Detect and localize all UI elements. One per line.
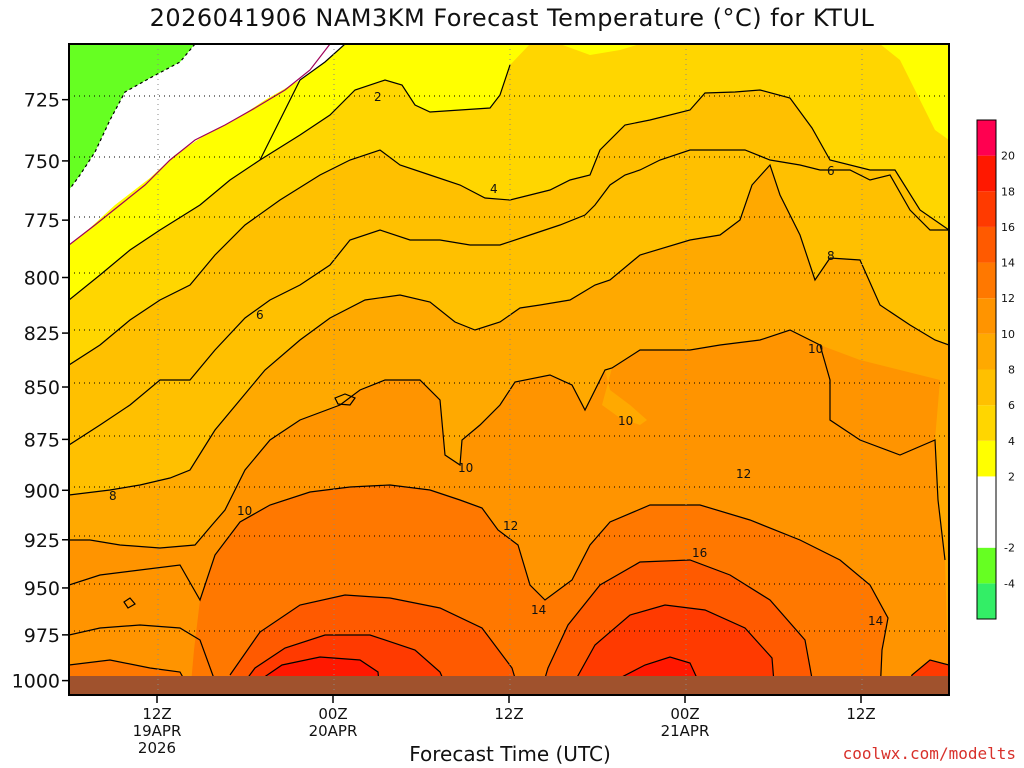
credit-link[interactable]: coolwx.com/modelts	[842, 744, 1016, 763]
colorbar-tick-6: 6	[1008, 399, 1015, 412]
contour-label-10d: 10	[808, 342, 823, 356]
contour-line-10	[69, 329, 946, 561]
contour-line-6	[69, 149, 949, 446]
contour-line-4	[69, 89, 949, 366]
band-below-2	[69, 44, 345, 245]
contour-line-16	[234, 604, 776, 695]
gridlines	[69, 44, 949, 695]
contour-label-14b: 14	[868, 614, 883, 628]
colorbar-swatch-5	[977, 369, 996, 406]
y-axis: 725 750 775 800 825 850 875 900 925 950 975 1000	[12, 90, 69, 693]
colorbar-swatch-6	[977, 333, 996, 370]
colorbar-tick-12: 12	[1001, 292, 1015, 305]
contour-label-12b: 12	[736, 467, 751, 481]
contour-label-10a: 10	[237, 504, 252, 518]
colorbar-tick-14: 14	[1001, 257, 1015, 270]
contour-line-8	[69, 163, 949, 496]
contour-labels: 2 4 6 6 8 8 10 10 10 10 12 12 14 14 16	[109, 90, 883, 628]
contour-label-2: 2	[374, 90, 382, 104]
ground-surface	[69, 676, 949, 695]
colorbar-tick-18: 18	[1001, 185, 1015, 198]
colorbar-swatch-9	[977, 226, 996, 263]
contour-lines	[69, 44, 949, 695]
contour-line-12	[69, 484, 889, 695]
contour-label-16: 16	[692, 546, 707, 560]
y-tick-label-825: 825	[24, 323, 60, 345]
colorbar-tick--2: -2	[1004, 542, 1015, 555]
y-tick-label-875: 875	[24, 429, 60, 451]
colorbar-swatch-12	[977, 120, 996, 156]
contour-line-2	[69, 44, 511, 301]
y-tick-label-750: 750	[24, 151, 60, 173]
band-below-4	[69, 44, 949, 300]
colorbar-tick-10: 10	[1001, 328, 1015, 341]
x-tick-label-2-0: 12Z	[494, 705, 523, 723]
colorbar-tick-20: 20	[1001, 150, 1015, 163]
colorbar-swatch-2	[977, 476, 996, 548]
y-tick-label-900: 900	[24, 480, 60, 502]
contour-label-6a: 6	[256, 308, 264, 322]
x-tick-label-3-1: 21APR	[661, 722, 710, 740]
y-tick-label-975: 975	[24, 625, 60, 647]
contour-label-12a: 12	[503, 519, 518, 533]
x-axis-label: Forecast Time (UTC)	[409, 742, 611, 766]
contour-line-small-closed	[123, 597, 136, 609]
y-tick-label-1000: 1000	[12, 671, 60, 693]
contour-label-8a: 8	[109, 489, 117, 503]
colorbar-tick-2: 2	[1008, 470, 1015, 483]
x-tick-label-4-0: 12Z	[846, 705, 875, 723]
colorbar-tick-4: 4	[1008, 435, 1015, 448]
y-tick-label-800: 800	[24, 267, 60, 289]
y-tick-label-925: 925	[24, 530, 60, 552]
y-tick-label-850: 850	[24, 377, 60, 399]
contour-label-6b: 6	[827, 164, 835, 178]
contour-label-4: 4	[490, 182, 498, 196]
colorbar-swatch-3	[977, 440, 996, 477]
colorbar-swatch-4	[977, 405, 996, 441]
colorbar-swatch-7	[977, 298, 996, 334]
colorbar-swatch-11	[977, 155, 996, 192]
contour-label-8b: 8	[827, 249, 835, 263]
colorbar-swatch-10	[977, 191, 996, 227]
x-tick-label-0-2: 2026	[138, 739, 176, 757]
y-tick-label-725: 725	[24, 90, 60, 112]
chart-title: 2026041906 NAM3KM Forecast Temperature (…	[149, 4, 875, 32]
y-tick-label-775: 775	[24, 210, 60, 232]
colorbar-tick-8: 8	[1008, 364, 1015, 377]
colorbar-frame	[976, 119, 997, 620]
colorbar-swatch-0	[977, 583, 996, 619]
x-tick-label-0-0: 12Z	[142, 705, 171, 723]
contour-line-0	[69, 44, 331, 246]
contour-label-10c: 10	[618, 414, 633, 428]
contour-label-14a: 14	[531, 603, 546, 617]
colorbar: 20 18 16 14 12 10 8 6 4 2 -2 -4	[976, 119, 1015, 620]
contour-label-10b: 10	[458, 461, 473, 475]
x-tick-label-3-0: 00Z	[670, 705, 699, 723]
x-tick-label-1-1: 20APR	[309, 722, 358, 740]
colorbar-tick--4: -4	[1004, 577, 1015, 590]
y-tick-label-950: 950	[24, 578, 60, 600]
contour-line-neg2	[69, 44, 196, 191]
x-tick-label-1-0: 00Z	[318, 705, 347, 723]
contour-line-14	[69, 559, 816, 695]
colorbar-swatch-1	[977, 547, 996, 584]
colorbar-swatch-8	[977, 262, 996, 299]
band-below-neg2	[69, 44, 195, 190]
contour-line-10-closed	[334, 393, 356, 406]
colorbar-tick-16: 16	[1001, 221, 1015, 234]
x-tick-label-0-1: 19APR	[133, 722, 182, 740]
